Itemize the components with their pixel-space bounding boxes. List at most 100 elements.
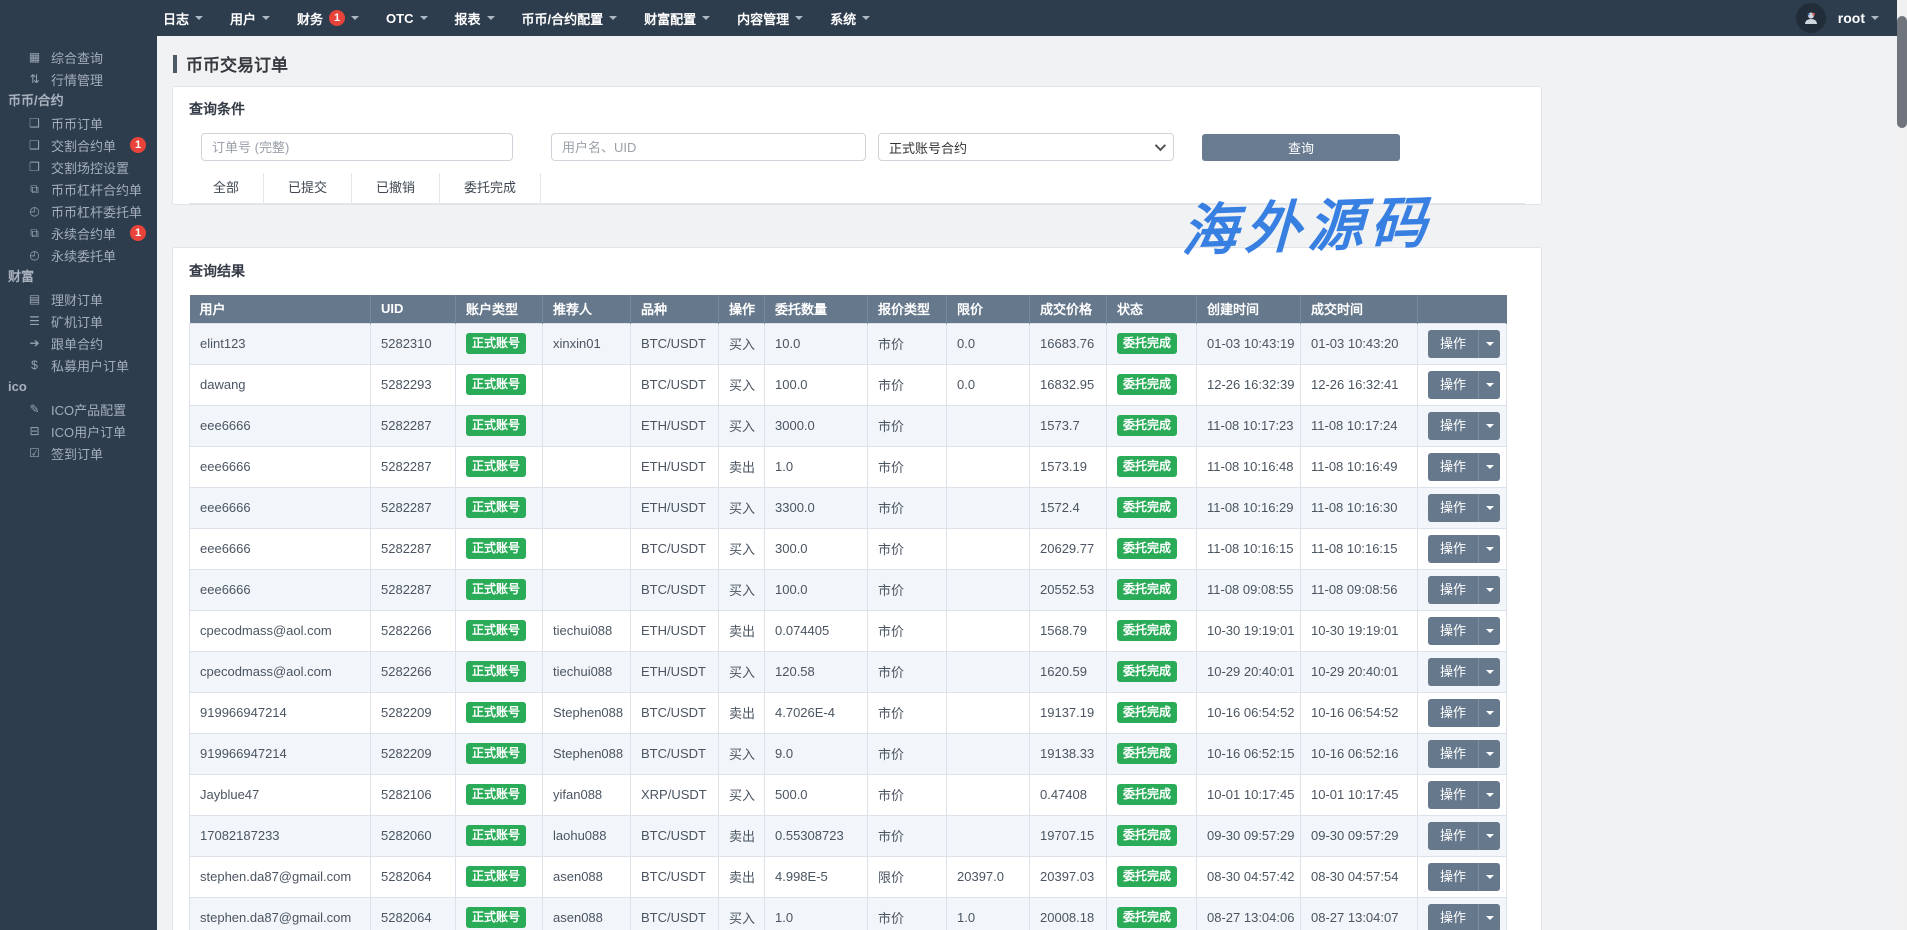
cell-status: 委托完成 <box>1106 691 1197 734</box>
row-action-button[interactable]: 操作 <box>1440 499 1467 515</box>
row-action-dropdown-toggle[interactable] <box>1478 657 1500 686</box>
chevron-down-icon <box>351 16 360 20</box>
nav-item-coin-contract-config[interactable]: 币币/合约配置 <box>522 9 618 28</box>
cell-price-type: 市价 <box>867 609 947 652</box>
nav-item-otc[interactable]: OTC <box>386 11 428 26</box>
nav-item-reports[interactable]: 报表 <box>455 9 495 28</box>
cell-actions: 操作 <box>1417 404 1507 447</box>
cell-amount: 300.0 <box>764 527 868 570</box>
row-action-button[interactable]: 操作 <box>1440 909 1467 925</box>
row-action-dropdown-toggle[interactable] <box>1478 370 1500 399</box>
cell-side: 买入 <box>718 732 765 775</box>
sidebar-item-delivery-orders[interactable]: ❑ 交割合约单 1 <box>0 134 157 156</box>
cell-referrer: asen088 <box>542 896 631 930</box>
row-action-button[interactable]: 操作 <box>1440 663 1467 679</box>
row-action-button[interactable]: 操作 <box>1440 827 1467 843</box>
user-avatar[interactable] <box>1795 3 1826 33</box>
cell-limit <box>946 650 1030 693</box>
cell-price-type: 市价 <box>867 322 947 365</box>
sidebar-item-delivery-control[interactable]: ❐ 交割场控设置 <box>0 156 157 178</box>
row-action-button[interactable]: 操作 <box>1440 704 1467 720</box>
cell-dealt: 11-08 10:16:30 <box>1300 486 1418 529</box>
nav-item-content[interactable]: 内容管理 <box>737 9 804 28</box>
table-row: eee6666 5282287 正式账号 BTC/USDT 买入 100.0 市价 20552… <box>189 568 1507 611</box>
cell-actions: 操作 <box>1417 650 1507 693</box>
sidebar-item-copy-contract[interactable]: ➔ 跟单合约 <box>0 332 157 354</box>
orders-table: 用户 UID 账户类型 推荐人 品种 操作 委托数量 报价类型 限价 成交价格 状态 创建时间 成交时间… <box>189 295 1507 930</box>
sidebar-item-label: 矿机订单 <box>51 314 104 330</box>
row-action-dropdown-toggle[interactable] <box>1478 452 1500 481</box>
navbar-right: root <box>1795 3 1907 33</box>
row-action-button[interactable]: 操作 <box>1440 868 1467 884</box>
user-menu[interactable]: root <box>1838 10 1879 26</box>
row-action-dropdown-toggle[interactable] <box>1478 493 1500 522</box>
chevron-down-icon <box>1485 587 1494 592</box>
nav-item-logs[interactable]: 日志 <box>163 9 204 28</box>
sidebar-item-perpetual-orders[interactable]: ⧉ 永续合约单 1 <box>0 222 157 244</box>
row-action-button[interactable]: 操作 <box>1440 417 1467 433</box>
row-action-button[interactable]: 操作 <box>1440 581 1467 597</box>
row-action-dropdown-toggle[interactable] <box>1478 739 1500 768</box>
nav-item-label: 系统 <box>830 11 857 27</box>
sidebar-item-signin-orders[interactable]: ☑ 签到订单 <box>0 442 157 464</box>
cell-side: 卖出 <box>718 445 765 488</box>
search-button[interactable]: 查询 <box>1202 133 1400 161</box>
row-action-dropdown-toggle[interactable] <box>1478 616 1500 645</box>
cell-amount: 1.0 <box>764 896 868 930</box>
sidebar-item-ico-user-orders[interactable]: ⊟ ICO用户订单 <box>0 420 157 442</box>
account-type-select[interactable]: 正式账号合约 <box>878 133 1174 161</box>
sidebar-item-miner-orders[interactable]: ☰ 矿机订单 <box>0 310 157 332</box>
chevron-down-icon <box>1154 139 1167 152</box>
row-action-button[interactable]: 操作 <box>1440 540 1467 556</box>
sidebar-item-wealth-orders[interactable]: ▤ 理财订单 <box>0 288 157 310</box>
cell-actions: 操作 <box>1417 773 1507 816</box>
sidebar-section-coin-contract: 币币/合约 <box>8 93 64 108</box>
sidebar-item-coin-orders[interactable]: ❑ 币币订单 <box>0 112 157 134</box>
row-action-dropdown-toggle[interactable] <box>1478 698 1500 727</box>
row-action-button[interactable]: 操作 <box>1440 458 1467 474</box>
tab-0[interactable]: 全部 <box>189 173 265 203</box>
column-header-2: 账户类型 <box>455 295 543 323</box>
row-action-dropdown-toggle[interactable] <box>1478 780 1500 809</box>
tab-1[interactable]: 已提交 <box>264 173 353 203</box>
scrollbar-thumb[interactable] <box>1897 16 1907 128</box>
order-no-input[interactable] <box>201 133 513 161</box>
row-action-button[interactable]: 操作 <box>1440 786 1467 802</box>
sidebar-item-margin-contract-orders[interactable]: ⧉ 币币杠杆合约单 <box>0 178 157 200</box>
row-action-button[interactable]: 操作 <box>1440 745 1467 761</box>
nav-item-finance[interactable]: 财务 1 <box>297 9 360 28</box>
sidebar-item-private-orders[interactable]: $ 私募用户订单 <box>0 354 157 376</box>
sidebar-item-label: 币币杠杆合约单 <box>51 182 143 198</box>
table-body: elint123 5282310 正式账号 xinxin01 BTC/USDT 买入 10.… <box>189 322 1507 930</box>
sidebar-item-ico-product-config[interactable]: ✎ ICO产品配置 <box>0 398 157 420</box>
tab-2[interactable]: 已撤销 <box>352 173 441 203</box>
chevron-down-icon <box>1485 341 1494 346</box>
cell-actions: 操作 <box>1417 486 1507 529</box>
row-action-dropdown-toggle[interactable] <box>1478 411 1500 440</box>
row-action-button[interactable]: 操作 <box>1440 622 1467 638</box>
sidebar-item-perpetual-entrust-orders[interactable]: ◴ 永续委托单 <box>0 244 157 266</box>
row-action-dropdown-toggle[interactable] <box>1478 821 1500 850</box>
sidebar-item-overview[interactable]: ▦ 综合查询 <box>0 46 157 68</box>
nav-item-system[interactable]: 系统 <box>830 9 871 28</box>
sidebar-item-margin-entrust-orders[interactable]: ◴ 币币杠杆委托单 <box>0 200 157 222</box>
row-action-button[interactable]: 操作 <box>1440 376 1467 392</box>
row-action-dropdown-toggle[interactable] <box>1478 862 1500 891</box>
tab-3[interactable]: 委托完成 <box>440 173 542 203</box>
row-action-dropdown-toggle[interactable] <box>1478 329 1500 358</box>
cell-amount: 100.0 <box>764 363 868 406</box>
cell-created: 10-29 20:40:01 <box>1196 650 1301 693</box>
cell-user: dawang <box>189 363 371 406</box>
cell-uid: 5282106 <box>370 773 456 816</box>
row-action-dropdown-toggle[interactable] <box>1478 903 1500 930</box>
row-action-dropdown-toggle[interactable] <box>1478 575 1500 604</box>
cell-account: 正式账号 <box>455 486 543 529</box>
username-uid-input[interactable] <box>551 133 866 161</box>
sidebar-item-market[interactable]: ⇅ 行情管理 <box>0 68 157 90</box>
nav-item-wealth-config[interactable]: 财富配置 <box>644 9 711 28</box>
scrollbar-track[interactable] <box>1897 0 1907 930</box>
cell-created: 11-08 10:16:15 <box>1196 527 1301 570</box>
row-action-dropdown-toggle[interactable] <box>1478 534 1500 563</box>
row-action-button[interactable]: 操作 <box>1440 335 1467 351</box>
nav-item-users[interactable]: 用户 <box>230 9 271 28</box>
